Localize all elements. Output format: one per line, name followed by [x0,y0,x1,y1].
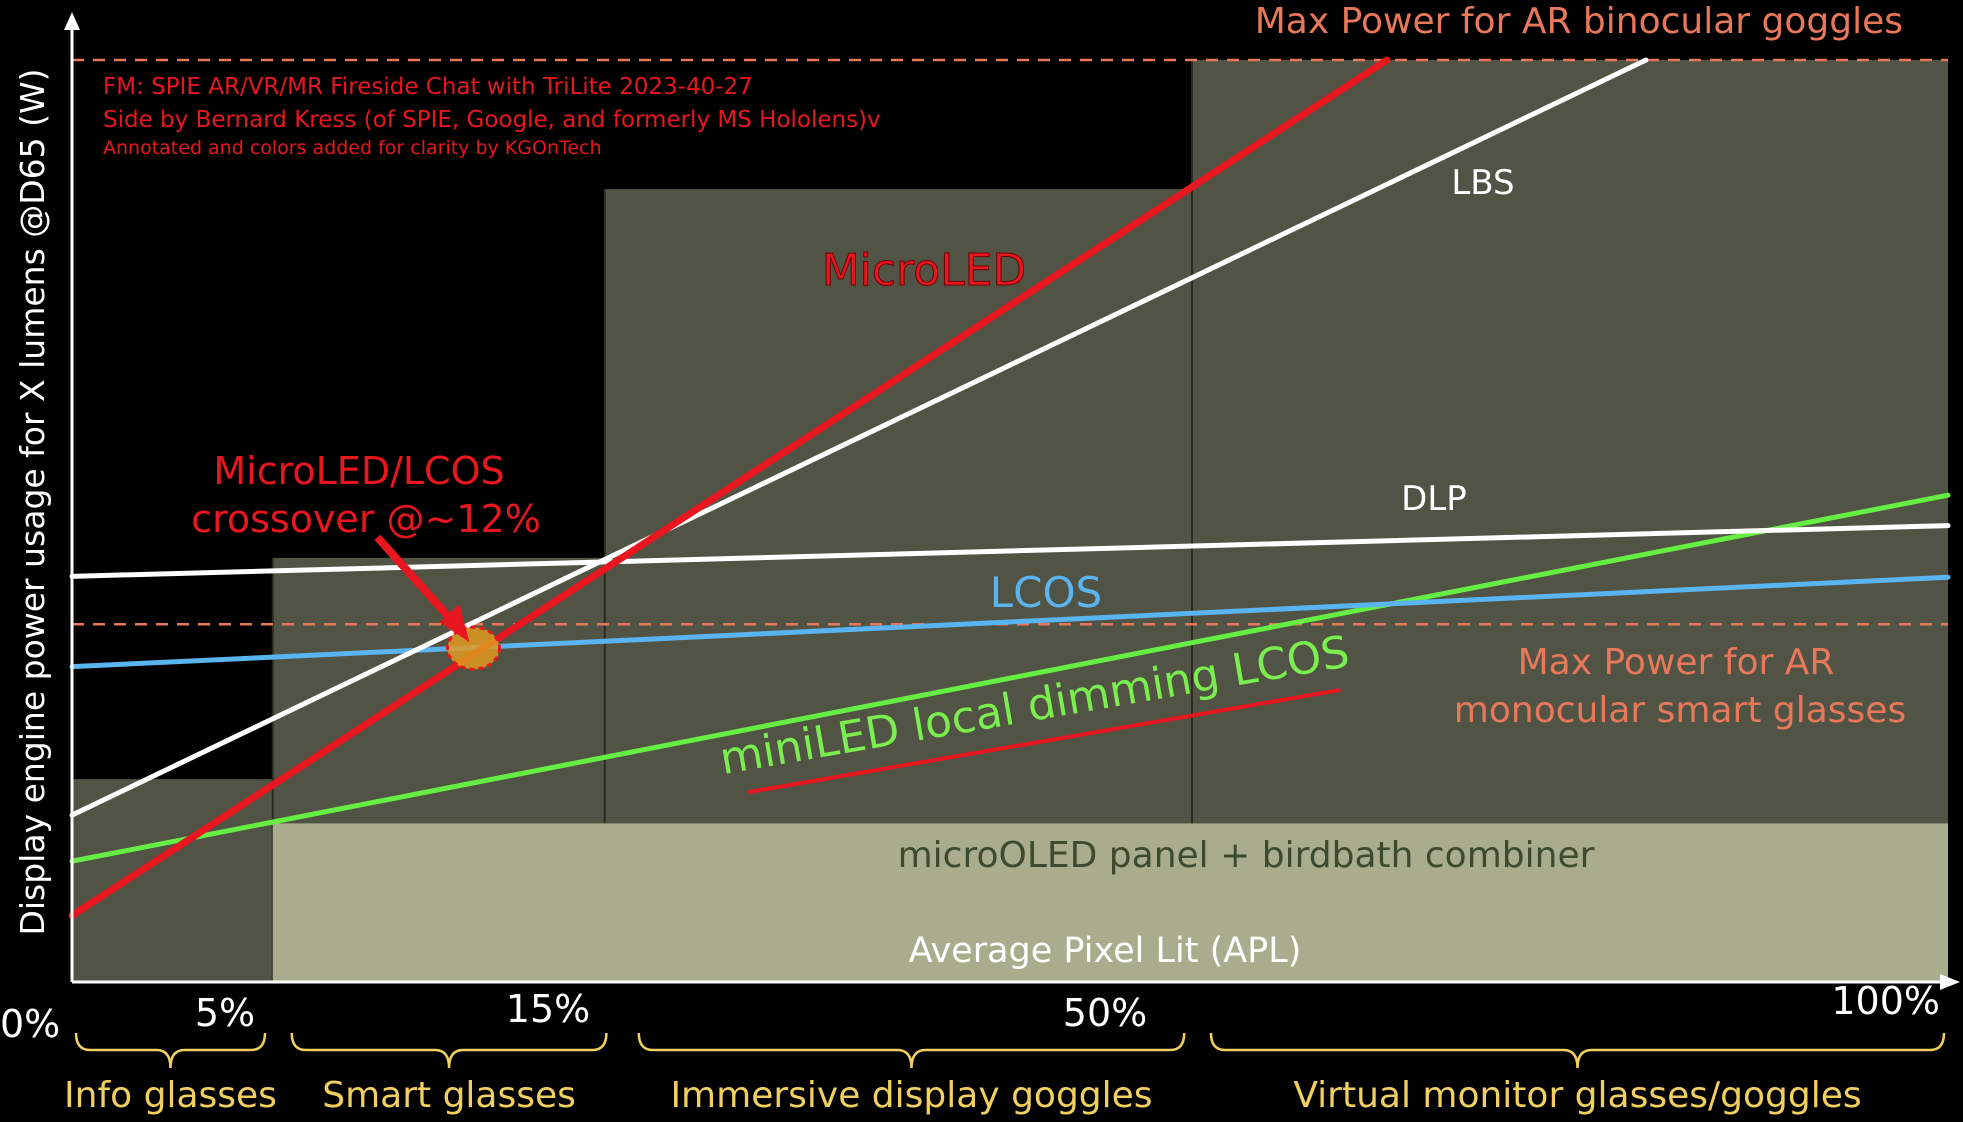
series-label-lbs: LBS [1451,163,1514,203]
x-tick-labels: 0% 5% 15% 50% 100% [0,979,1940,1046]
category-label-info-glasses: Info glasses [64,1075,277,1116]
crossover-arrowhead [439,604,470,643]
reference-lines: Max Power for AR binocular goggles Max P… [72,1,1948,731]
microoled-region-band [272,823,1949,982]
series-line-miniled-local-dimming-lcos [69,492,1951,864]
x-tick-label-15: 15% [506,987,590,1031]
series-line-microled [68,56,1391,920]
x-axis-label: Average Pixel Lit (APL) [909,931,1302,971]
x-tick-label-100: 100% [1831,979,1940,1023]
category-label-immersive-display-goggles: Immersive display goggles [670,1075,1152,1116]
y-axis-arrow [64,12,80,30]
miniled-label-underline [747,687,1341,795]
category-brace-info-glasses [74,1032,267,1069]
ref-line-monocular-label-2: monocular smart glasses [1454,690,1906,731]
crossover-label-2: crossover @~12% [191,497,541,541]
x-tick-label-50: 50% [1063,991,1147,1035]
microoled-region: microOLED panel + birdbath combiner [272,823,1949,982]
crossover-label-1: MicroLED/LCOS [213,449,504,493]
credit-line-1: FM: SPIE AR/VR/MR Fireside Chat with Tri… [103,74,753,100]
series-lines [68,56,1951,920]
microoled-region-label: microOLED panel + birdbath combiner [898,835,1595,876]
category-label-virtual-monitor-glasses-goggles: Virtual monitor glasses/goggles [1293,1075,1861,1116]
x-tick-label-0: 0% [0,1002,60,1046]
series-line-lbs [69,57,1649,818]
axes: Display engine power usage for X lumens … [13,12,1960,990]
y-axis-label: Display engine power usage for X lumens … [13,68,52,935]
crossover-annotation: MicroLED/LCOS crossover @~12% [191,449,541,671]
ref-line-binocular-label: Max Power for AR binocular goggles [1255,1,1903,42]
x-axis-arrow [1940,974,1960,990]
category-brace-smart-glasses [290,1032,608,1069]
series-label-lcos: LCOS [990,568,1102,617]
category-label-smart-glasses: Smart glasses [322,1075,576,1116]
series-line-lcos [69,574,1951,670]
crossover-marker [445,625,501,671]
series-line-dlp [69,523,1951,579]
category-braces: Info glasses Smart glasses Immersive displ… [64,1032,1946,1116]
series-label-dlp: DLP [1401,479,1467,519]
credit-line-3: Annotated and colors added for clarity b… [103,137,602,159]
series-label-microled: MicroLED [822,245,1027,296]
segment-region-1 [72,779,273,982]
ref-line-monocular-label-1: Max Power for AR [1518,642,1835,683]
credit-line-2: Side by Bernard Kress (of SPIE, Google, … [103,107,881,133]
credits: FM: SPIE AR/VR/MR Fireside Chat with Tri… [103,74,881,159]
category-brace-immersive-display-goggles [637,1032,1186,1069]
category-brace-virtual-monitor-glasses-goggles [1209,1032,1946,1069]
x-tick-label-5: 5% [195,991,255,1035]
